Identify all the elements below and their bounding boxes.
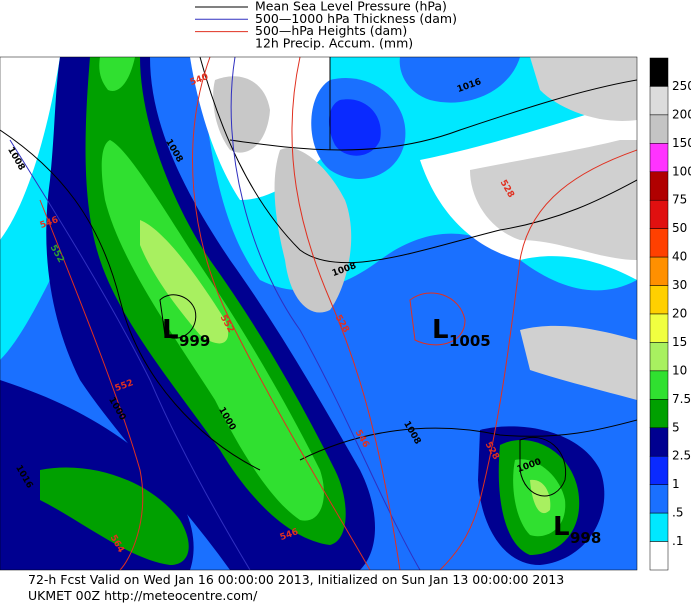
map-frame xyxy=(0,56,638,571)
colorbar-label: 7.5 xyxy=(672,392,691,406)
footer-line: UKMET 00Z http://meteocentre.com/ xyxy=(28,588,258,603)
colorbar-label: 30 xyxy=(672,278,687,292)
precip-field xyxy=(399,57,520,103)
land xyxy=(470,140,637,260)
height xyxy=(39,199,144,570)
colorbar-box xyxy=(649,313,669,343)
colorbar-box xyxy=(649,512,669,542)
isobar xyxy=(299,419,637,461)
thickness xyxy=(9,139,251,570)
precip-field xyxy=(140,220,229,344)
colorbar-label: 200 xyxy=(672,107,691,121)
height xyxy=(439,149,637,570)
land xyxy=(274,148,352,313)
land xyxy=(213,76,270,153)
colorbar-label: 1 xyxy=(672,477,680,491)
colorbar-label: 10 xyxy=(672,363,687,377)
colorbar-box xyxy=(649,199,669,229)
isobar xyxy=(199,57,637,264)
height xyxy=(409,292,466,346)
contours xyxy=(0,57,637,570)
low-letter: L xyxy=(432,315,449,345)
colorbar: 250 200 150 100 75 50 40 30 20 15 10 7.5 5 2.5 1 .5 .1 xyxy=(649,57,691,571)
colorbar-box xyxy=(649,399,669,429)
height xyxy=(291,57,401,570)
isobar xyxy=(159,294,197,339)
colorbar-label: 100 xyxy=(672,164,691,178)
land xyxy=(520,325,637,400)
low-pressure: 999 xyxy=(179,332,210,350)
colorbar-box xyxy=(649,256,669,286)
colorbar-label: 250 xyxy=(672,79,691,93)
colorbar-label: 50 xyxy=(672,221,687,235)
colorbar-box xyxy=(649,427,669,457)
colorbar-box xyxy=(649,86,669,116)
colorbar-box xyxy=(649,370,669,400)
isobar xyxy=(0,129,261,471)
colorbar-box xyxy=(649,114,669,144)
legend-label: 500—hPa Heights (dam) xyxy=(255,23,407,38)
colorbar-box xyxy=(649,57,669,87)
colorbar-label: .5 xyxy=(672,506,683,520)
colorbar-box xyxy=(649,342,669,372)
low-pressure: 998 xyxy=(570,529,601,547)
precip-field xyxy=(99,57,135,91)
thickness xyxy=(230,57,421,570)
colorbar-label: 2.5 xyxy=(672,449,691,463)
colorbar-label: 15 xyxy=(672,335,687,349)
precip-field xyxy=(0,57,60,240)
isobar xyxy=(519,436,567,497)
low-letter: L xyxy=(162,315,179,345)
colorbar-box xyxy=(649,228,669,258)
colorbar-label: 150 xyxy=(672,136,691,150)
colorbar-box xyxy=(649,143,669,173)
low-letter: L xyxy=(553,512,570,542)
precip-field xyxy=(530,479,551,514)
precip-field xyxy=(40,467,189,565)
precip-field xyxy=(328,99,381,156)
legend: Mean Sea Level Pressure (hPa)500—1000 hP… xyxy=(195,0,457,50)
colorbar-label: 20 xyxy=(672,307,687,321)
colorbar-box xyxy=(649,285,669,315)
colorbar-box xyxy=(649,171,669,201)
land xyxy=(530,57,637,121)
legend-label: 12h Precip. Accum. (mm) xyxy=(255,35,413,50)
footer-line: 72-h Fcst Valid on Wed Jan 16 00:00:00 2… xyxy=(28,572,564,587)
colorbar-box xyxy=(649,484,669,514)
low-pressure: 1005 xyxy=(449,332,491,350)
colorbar-label: 40 xyxy=(672,250,687,264)
colorbar-label: 5 xyxy=(672,420,680,434)
height xyxy=(192,57,371,570)
legend-label: 500—1000 hPa Thickness (dam) xyxy=(255,11,457,26)
colorbar-box xyxy=(649,455,669,485)
colorbar-label: .1 xyxy=(672,534,683,548)
colorbar-box xyxy=(649,541,669,571)
isobar xyxy=(229,79,637,151)
legend-label: Mean Sea Level Pressure (hPa) xyxy=(255,0,447,14)
colorbar-label: 75 xyxy=(672,193,687,207)
